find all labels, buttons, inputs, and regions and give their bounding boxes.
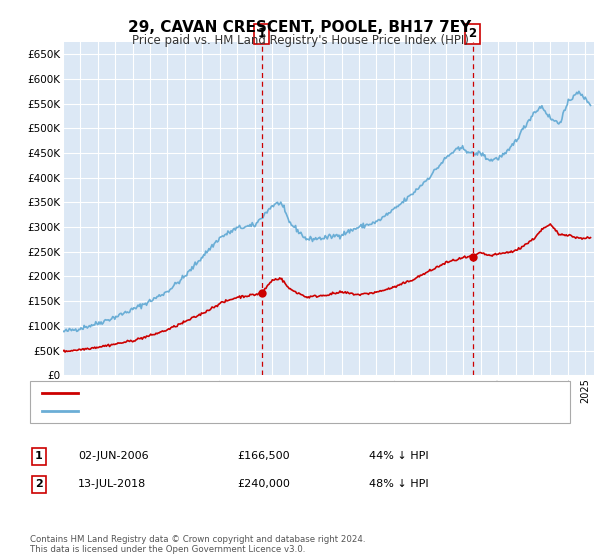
Text: £240,000: £240,000 — [237, 479, 290, 489]
Text: 44% ↓ HPI: 44% ↓ HPI — [369, 451, 428, 461]
Text: HPI: Average price, detached house, Bournemouth Christchurch and Poole: HPI: Average price, detached house, Bour… — [87, 406, 475, 416]
Text: 29, CAVAN CRESCENT, POOLE, BH17 7EY: 29, CAVAN CRESCENT, POOLE, BH17 7EY — [128, 20, 472, 35]
Text: 1: 1 — [35, 451, 43, 461]
Text: £166,500: £166,500 — [237, 451, 290, 461]
Text: 13-JUL-2018: 13-JUL-2018 — [78, 479, 146, 489]
Text: 2: 2 — [35, 479, 43, 489]
Text: 02-JUN-2006: 02-JUN-2006 — [78, 451, 149, 461]
Text: 29, CAVAN CRESCENT, POOLE, BH17 7EY (detached house): 29, CAVAN CRESCENT, POOLE, BH17 7EY (det… — [87, 388, 395, 398]
Text: Contains HM Land Registry data © Crown copyright and database right 2024.
This d: Contains HM Land Registry data © Crown c… — [30, 535, 365, 554]
Text: 2: 2 — [469, 27, 477, 40]
Text: 48% ↓ HPI: 48% ↓ HPI — [369, 479, 428, 489]
Text: 1: 1 — [258, 27, 266, 40]
Text: Price paid vs. HM Land Registry's House Price Index (HPI): Price paid vs. HM Land Registry's House … — [131, 34, 469, 46]
